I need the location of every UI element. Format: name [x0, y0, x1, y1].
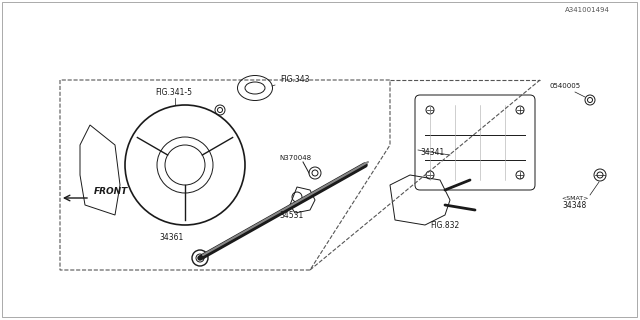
Text: 34531: 34531 — [280, 211, 304, 220]
Text: 34361: 34361 — [160, 233, 184, 242]
Text: 34348: 34348 — [563, 201, 587, 210]
Text: FIG.343: FIG.343 — [280, 75, 310, 84]
Text: N370048: N370048 — [279, 155, 311, 161]
Text: 0540005: 0540005 — [549, 83, 580, 89]
Text: A341001494: A341001494 — [565, 7, 610, 13]
Text: FRONT: FRONT — [94, 187, 128, 196]
Text: <SMAT>: <SMAT> — [561, 196, 589, 201]
Text: FIG.832: FIG.832 — [430, 221, 460, 230]
Text: 34341: 34341 — [420, 148, 444, 157]
Text: FIG.341-5: FIG.341-5 — [155, 88, 192, 97]
